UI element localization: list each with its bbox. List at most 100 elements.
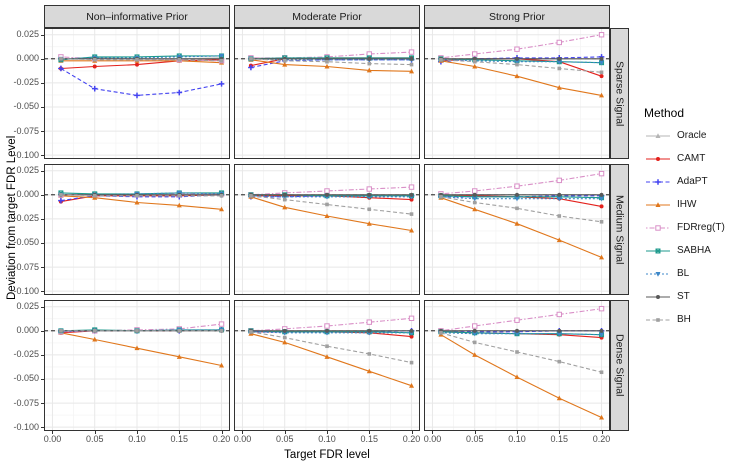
series-line-FDRreg(T) [250,186,412,196]
y-axis-tick-mark [41,155,44,157]
legend-swatch-ST [646,295,670,299]
x-axis-tick-mark [474,431,476,434]
legend-entry-BL: BL [644,267,744,281]
series-line-BH [440,59,602,73]
series-line-IHW [250,333,412,387]
legend-label: AdaPT [677,176,708,187]
facet-column-strip-noninformative: Non–informative Prior [44,5,230,28]
y-tick-label: -0.025 [13,213,39,224]
series-line-IHW [60,60,222,64]
x-axis-tick-mark [242,431,244,434]
panel-dense-strong [424,300,610,431]
panel-plot-svg [234,300,420,431]
y-tick-label: 0.025 [16,165,39,176]
legend-label: IHW [677,199,697,210]
x-tick-label: 0.00 [43,434,62,444]
legend-label: BH [677,314,691,325]
y-tick-label: -0.025 [13,349,39,360]
facet-row-strip-sparse: Sparse Signal [610,28,629,159]
x-tick-label: 0.05 [465,434,484,444]
x-tick-label: 0.15 [550,434,569,444]
panel-dense-noninformative [44,300,230,431]
panel-plot-svg [44,28,230,159]
legend-swatch-IHW [646,202,670,207]
facet-row-strip-dense: Dense Signal [610,300,629,431]
x-tick-label: 0.05 [275,434,294,444]
x-axis-tick-mark [517,431,518,434]
x-tick-label: 0.20 [592,434,611,444]
panel-medium-noninformative [44,164,230,295]
y-axis-tick-mark [41,291,44,293]
panel-sparse-strong [424,28,610,159]
panel-plot-svg [424,28,610,159]
panel-plot-svg [234,28,420,159]
x-tick-label: 0.20 [402,434,421,444]
x-tick-label: 0.15 [170,434,189,444]
series-line-FDRreg(T) [250,317,412,332]
x-axis-tick-mark [327,431,328,434]
y-axis-tick-mark [41,427,44,429]
series-line-IHW [60,332,222,367]
y-tick-label: -0.050 [13,237,39,248]
x-tick-label: 0.00 [233,434,252,444]
x-tick-label: 0.10 [508,434,526,444]
y-axis-tick-mark [41,218,44,220]
y-tick-label: -0.050 [13,101,39,112]
panel-plot-svg [234,164,420,295]
series-line-FDRreg(T) [250,51,412,59]
y-tick-label: -0.075 [13,261,39,272]
y-axis-tick-mark [41,34,44,36]
x-axis-tick-mark [411,431,413,434]
y-axis-tick-mark [41,378,44,380]
legend-label: CAMT [677,153,706,164]
y-axis-tick-mark [41,267,44,269]
panel-plot-svg [424,164,610,295]
series-line-IHW [440,334,602,419]
legend-swatch-BL [646,272,670,277]
y-tick-label: -0.100 [13,285,39,296]
y-axis-tick-mark [41,242,44,244]
legend-entry-ST: ST [644,290,744,304]
legend-entry-IHW: IHW [644,198,744,212]
legend-swatch-CAMT [646,157,670,161]
y-axis-tick-mark [41,330,44,332]
x-axis-tick-mark [179,431,181,434]
legend-entry-Oracle: Oracle [644,129,744,143]
x-axis-tick-mark [52,431,54,434]
legend-swatch-SABHA [646,248,670,254]
y-axis-tick-mark [41,354,44,356]
facet-row-strip-medium: Medium Signal [610,164,629,295]
x-axis-title: Target FDR level [284,449,370,461]
legend-entry-BH: BH [644,313,744,327]
series-line-BH [440,332,602,373]
series-line-BH [250,195,412,215]
y-axis-tick-mark [41,58,44,60]
series-line-AdaPT [60,68,222,96]
x-axis-tick-mark [94,431,96,434]
x-axis-tick-mark [369,431,371,434]
legend-label: BL [677,268,690,279]
x-tick-label: 0.00 [423,434,442,444]
panel-medium-strong [424,164,610,295]
y-axis-tick-mark [41,82,44,84]
panel-sparse-moderate [234,28,420,159]
y-axis-tick-mark [41,194,44,196]
legend-swatch-FDRreg(T) [646,225,670,231]
facet-column-strip-strong: Strong Prior [424,5,610,28]
x-axis-tick-mark [221,431,223,434]
legend-swatch-BH [646,318,670,322]
y-tick-label: 0.025 [16,301,39,312]
series-line-BH [60,194,222,197]
x-axis-tick-mark [432,431,434,434]
x-tick-label: 0.10 [128,434,146,444]
series-line-IHW [440,60,602,96]
series-line-BL [440,332,602,336]
panel-medium-moderate [234,164,420,295]
legend-swatch-Oracle [646,133,670,138]
panel-sparse-noninformative [44,28,230,159]
panel-plot-svg [44,300,230,431]
y-tick-label: 0.000 [16,53,39,64]
y-tick-label: 0.025 [16,29,39,40]
y-axis-tick-mark [41,306,44,308]
